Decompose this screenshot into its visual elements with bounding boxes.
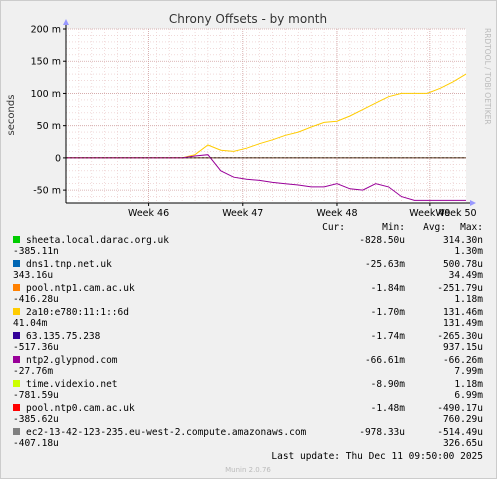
legend-avg: -385.62u [13, 414, 59, 425]
legend-cur: -251.79u [437, 283, 483, 294]
legend-max: 131.49m [443, 318, 483, 329]
legend-min: -25.63m [365, 259, 405, 270]
legend-max: 760.29u [443, 414, 483, 425]
legend-min: -978.33u [359, 427, 405, 438]
x-tick-label: Week 49 [409, 208, 450, 219]
legend-avg: -781.59u [13, 390, 59, 401]
legend-max: 6.99m [454, 390, 483, 401]
legend-header: Cur: [322, 222, 345, 233]
legend-min: -1.48m [371, 403, 406, 414]
legend: Cur: Min: Avg: Max: sheeta.local.darac.org.u… [13, 222, 483, 449]
legend-swatch [13, 380, 20, 387]
series-line [66, 73, 467, 159]
y-tick-label: -50 m [33, 186, 61, 197]
legend-min: -1.74m [371, 331, 406, 342]
watermark: RRDTOOL / TOBI OETIKER [483, 28, 492, 125]
legend-series-name: sheeta.local.darac.org.uk [26, 235, 169, 246]
legend-series-name: 63.135.75.238 [26, 331, 101, 342]
legend-series-name: pool.ntp1.cam.ac.uk [26, 283, 135, 294]
legend-series-name: ntp2.glypnod.com [26, 355, 118, 366]
legend-max: 34.49m [449, 270, 484, 281]
x-tick-label: Week 50 [435, 208, 476, 219]
legend-series-name: 2a10:e780:11:1::6d [26, 307, 129, 318]
legend-max: 7.99m [454, 366, 483, 377]
legend-cur: -265.30u [437, 331, 483, 342]
munin-version: Munin 2.0.76 [225, 466, 271, 474]
legend-avg: -27.76m [13, 366, 53, 377]
legend-swatch [13, 236, 20, 243]
legend-avg: -385.11n [13, 246, 59, 257]
legend-header: Max: [460, 222, 483, 233]
legend-avg: 343.16u [13, 270, 53, 281]
legend-swatch [13, 404, 20, 411]
legend-swatch [13, 332, 20, 339]
legend-avg: 41.04m [13, 318, 48, 329]
legend-max: 937.15u [443, 342, 483, 353]
chart-title: Chrony Offsets - by month [169, 12, 327, 26]
legend-avg: -407.18u [13, 438, 59, 449]
legend-min: -1.84m [371, 283, 406, 294]
y-tick-label: 0 [55, 153, 61, 164]
legend-avg: -416.28u [13, 294, 59, 305]
legend-swatch [13, 260, 20, 267]
legend-series-name: dns1.tnp.net.uk [26, 259, 112, 270]
y-tick-label: 50 m [37, 121, 61, 132]
legend-series-name: ec2-13-42-123-235.eu-west-2.compute.amaz… [26, 427, 307, 438]
y-tick-label: 100 m [31, 89, 61, 100]
legend-cur: 1.18m [454, 379, 483, 390]
y-tick-label: 150 m [31, 57, 61, 68]
legend-cur: -490.17u [437, 403, 483, 414]
legend-swatch [13, 356, 20, 363]
legend-max: 1.30m [454, 246, 483, 257]
legend-max: 326.65u [443, 438, 483, 449]
legend-cur: 131.46m [443, 307, 483, 318]
legend-cur: -66.26m [443, 355, 483, 366]
plot-background [66, 29, 466, 203]
legend-cur: 314.30n [443, 235, 483, 246]
y-axis-arrow [63, 19, 69, 25]
legend-header: Min: [382, 222, 405, 233]
legend-swatch [13, 284, 20, 291]
legend-min: -66.61m [365, 355, 405, 366]
plot-area: -50 m 0 50 m 100 m 150 m 200 m Week 46 Week 47 W… [31, 19, 477, 219]
y-tick-label: 200 m [31, 25, 61, 36]
legend-cur: 500.78u [443, 259, 483, 270]
legend-min: -828.50u [359, 235, 405, 246]
y-axis-label: seconds [6, 95, 17, 136]
legend-avg: -517.36u [13, 342, 59, 353]
legend-swatch [13, 308, 20, 315]
legend-min: -1.70m [371, 307, 406, 318]
x-tick-label: Week 48 [316, 208, 357, 219]
series-line [66, 154, 466, 201]
legend-min: -8.90m [371, 379, 406, 390]
legend-max: 1.18m [454, 294, 483, 305]
legend-series-name: pool.ntp0.cam.ac.uk [26, 403, 135, 414]
x-tick-label: Week 46 [128, 208, 169, 219]
legend-series-name: time.videxio.net [26, 379, 118, 390]
legend-header: Avg: [423, 222, 446, 233]
last-update: Last update: Thu Dec 11 09:50:00 2025 [271, 451, 483, 462]
legend-cur: -514.49u [437, 427, 483, 438]
x-tick-label: Week 47 [222, 208, 263, 219]
legend-swatch [13, 428, 20, 435]
x-axis-arrow [470, 200, 476, 206]
